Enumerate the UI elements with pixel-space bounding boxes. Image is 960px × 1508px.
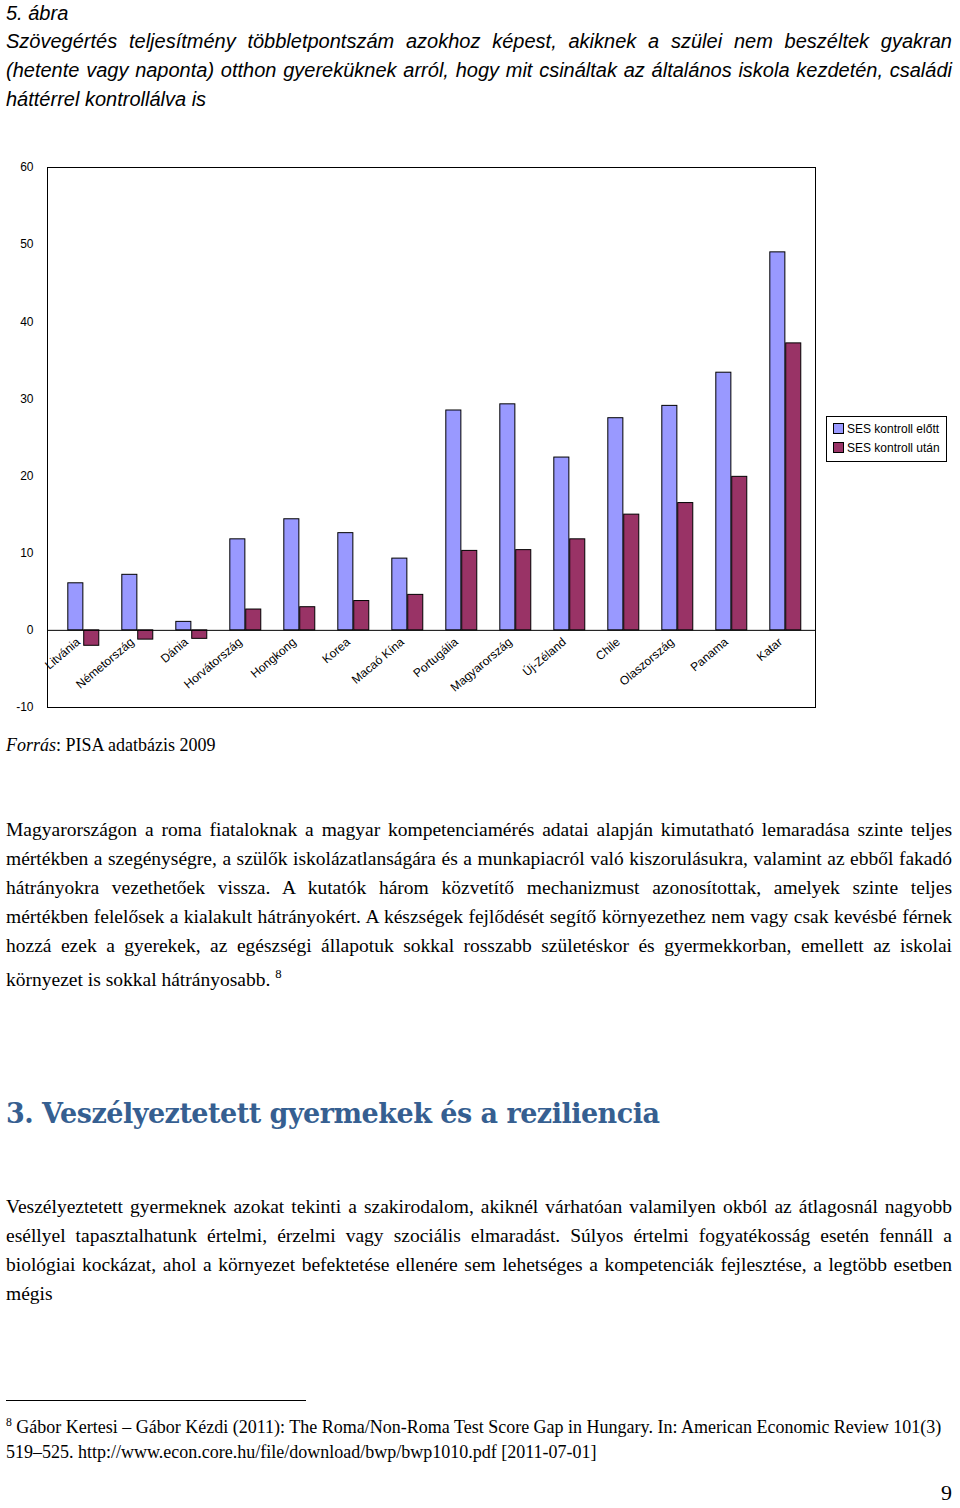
- html-text:5. ábra: 5. ábra: [6, 2, 69, 24]
- svg-text:50: 50: [20, 237, 34, 251]
- svg-text:Dánia: Dánia: [158, 635, 191, 666]
- svg-text:Macaó Kína: Macaó Kína: [349, 635, 407, 687]
- svg-text:40: 40: [20, 315, 34, 329]
- html-text:Veszélyeztetett gyermeknek azo: Veszélyeztetett gyermeknek azokat tekint…: [6, 1196, 952, 1304]
- html-text:SES kontroll után: SES kontroll után: [847, 441, 940, 455]
- svg-text:Korea: Korea: [319, 635, 353, 667]
- svg-text:60: 60: [20, 160, 34, 174]
- svg-text:Litvánia: Litvánia: [42, 635, 83, 673]
- svg-text:Panama: Panama: [688, 635, 731, 675]
- html-text:Forrás: PISA adatbázis 2009: Forrás: PISA adatbázis 2009: [6, 735, 216, 755]
- svg-text:Magyarország: Magyarország: [448, 635, 515, 695]
- svg-text:Horvátország: Horvátország: [181, 635, 245, 692]
- svg-text:Chile: Chile: [593, 635, 623, 664]
- html-text:Magyarországon a roma fiatalok: Magyarországon a roma fiataloknak a magy…: [6, 819, 952, 990]
- svg-text:Portugália: Portugália: [410, 635, 461, 681]
- svg-text:0: 0: [27, 623, 34, 637]
- svg-text:Olaszország: Olaszország: [617, 635, 677, 689]
- svg-text:30: 30: [20, 392, 34, 406]
- svg-text:-10: -10: [16, 700, 34, 714]
- html-text:Szövegértés teljesítmény többl: Szövegértés teljesítmény többletpontszám…: [6, 30, 952, 110]
- svg-text:Új-Zéland: Új-Zéland: [519, 634, 569, 679]
- html-text:9: 9: [941, 1480, 952, 1505]
- html-text:8Gábor Kertesi – Gábor Kézdi (: 8Gábor Kertesi – Gábor Kézdi (2011): The…: [6, 1416, 942, 1462]
- svg-text:Németország: Németország: [73, 635, 137, 692]
- html-text:SES kontroll előtt: SES kontroll előtt: [847, 422, 939, 436]
- svg-text:10: 10: [20, 546, 34, 560]
- svg-text:20: 20: [20, 469, 34, 483]
- svg-text:Katar: Katar: [754, 635, 785, 664]
- svg-text:Hongkong: Hongkong: [248, 635, 299, 681]
- html-text:3. Veszélyeztetett gyermekek é: 3. Veszélyeztetett gyermekek és a rezili…: [6, 1098, 660, 1129]
